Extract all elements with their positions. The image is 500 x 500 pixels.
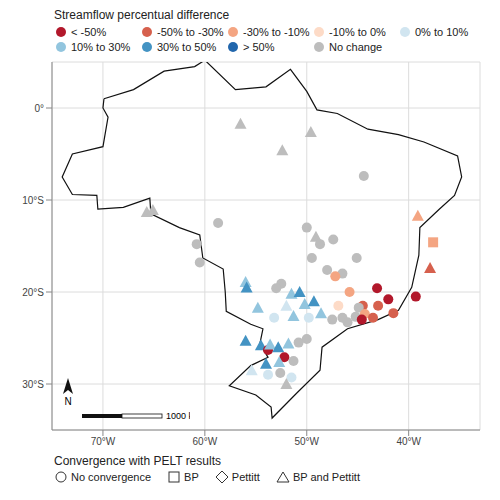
svg-text:60°W: 60°W bbox=[193, 436, 218, 447]
html-text:No change: No change bbox=[329, 40, 383, 53]
html-text:-50% to -30%: -50% to -30% bbox=[157, 25, 224, 38]
html-text:Pettitt: Pettitt bbox=[231, 471, 260, 483]
html-text:-30% to -10%: -30% to -10% bbox=[243, 25, 310, 38]
svg-text:N: N bbox=[64, 396, 71, 407]
html-text:< -50%: < -50% bbox=[71, 25, 107, 38]
html-text:BP and Pettitt: BP and Pettitt bbox=[292, 471, 360, 483]
svg-text:30°S: 30°S bbox=[22, 379, 44, 390]
svg-text:10°S: 10°S bbox=[22, 195, 44, 206]
html-text:Streamflow percentual differen: Streamflow percentual difference bbox=[54, 8, 230, 22]
svg-text:0°: 0° bbox=[34, 103, 44, 114]
html-text:0% to 10%: 0% to 10% bbox=[415, 25, 469, 38]
svg-text:50°W: 50°W bbox=[294, 436, 319, 447]
html-text:-10% to 0%: -10% to 0% bbox=[329, 25, 386, 38]
svg-text:1000 km: 1000 km bbox=[166, 411, 190, 421]
svg-text:70°W: 70°W bbox=[91, 436, 116, 447]
html-text:BP: BP bbox=[184, 471, 199, 483]
svg-text:40°W: 40°W bbox=[396, 436, 421, 447]
html-text:30% to 50%: 30% to 50% bbox=[157, 40, 217, 53]
html-text:10% to 30%: 10% to 30% bbox=[71, 40, 131, 53]
svg-text:20°S: 20°S bbox=[22, 287, 44, 298]
html-text:No convergence: No convergence bbox=[71, 471, 152, 483]
html-text:Convergence with PELT results: Convergence with PELT results bbox=[54, 454, 221, 468]
html-text:> 50%: > 50% bbox=[243, 40, 275, 53]
